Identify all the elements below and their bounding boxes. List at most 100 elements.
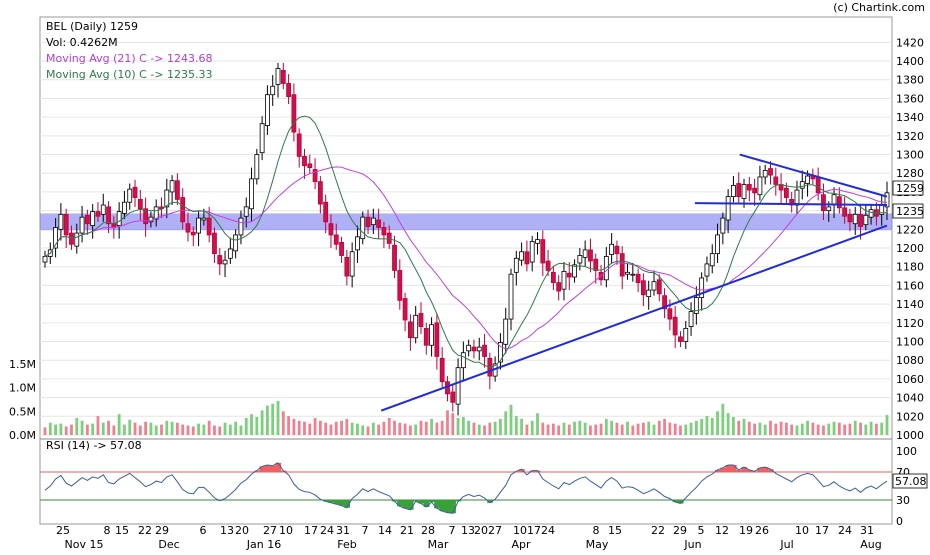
candle-body	[312, 169, 318, 183]
candle-body	[884, 192, 890, 208]
candle-body	[360, 216, 366, 240]
candle-body	[815, 176, 821, 194]
candle-body	[455, 367, 461, 405]
volume-bar	[403, 423, 407, 435]
candle-body	[180, 197, 186, 223]
rsi-oversold-fill	[323, 500, 329, 502]
x-month-label: Mar	[428, 538, 449, 551]
candle-body	[233, 234, 239, 252]
volume-bar	[594, 424, 598, 435]
volume-bar	[806, 420, 809, 435]
volume-bar	[779, 421, 783, 435]
volume-bar	[536, 413, 539, 435]
x-day-label: 21	[400, 524, 414, 537]
rsi-overbought-fill	[714, 469, 721, 472]
rsi-overbought-fill	[264, 465, 271, 472]
candle-body	[116, 211, 122, 226]
volume-bar	[800, 423, 804, 435]
candle-body	[328, 223, 334, 236]
x-day-label: 24	[541, 524, 555, 537]
rsi-overbought-fill	[720, 467, 726, 472]
candle-body	[508, 273, 514, 320]
x-day-label: 24	[838, 524, 852, 537]
volume-bar	[573, 421, 576, 435]
candle-body	[482, 344, 487, 357]
candle-body	[746, 184, 752, 191]
candle-body	[588, 249, 593, 262]
ma-price-text: 1235	[896, 205, 924, 218]
volume-bar	[117, 414, 121, 435]
volume-bar	[615, 422, 619, 435]
ma21-legend: Moving Avg (21) C -> 1243.68	[46, 52, 213, 65]
rsi-oversold-fill	[439, 500, 446, 512]
candle-body	[206, 217, 212, 236]
x-day-label: 5	[698, 524, 705, 537]
volume-bar	[742, 418, 746, 435]
volume-bar	[43, 427, 47, 435]
candle-body	[699, 277, 705, 298]
volume-bar	[59, 423, 63, 435]
volume-bar	[461, 417, 465, 435]
candle-body	[545, 260, 551, 271]
volume-bar	[80, 420, 84, 435]
price-tick-label: 1200	[896, 242, 924, 255]
rsi-tick-label: 30	[896, 494, 910, 507]
candle-body	[280, 69, 286, 84]
candle-body	[741, 184, 747, 199]
candle-body	[74, 232, 80, 247]
volume-bar	[726, 413, 730, 435]
candle-body	[137, 199, 143, 210]
ma10-line	[44, 115, 888, 368]
volume-bar	[763, 424, 767, 435]
volume-bar	[350, 422, 354, 435]
volume-bar	[578, 420, 582, 435]
x-month-label: Aug	[860, 538, 881, 551]
x-day-label: 22	[651, 524, 665, 537]
volume-bar	[859, 422, 862, 435]
volume-bar	[101, 422, 105, 435]
price-tick-label: 1320	[896, 130, 924, 143]
volume-bar	[96, 416, 100, 435]
volume-bar	[848, 423, 852, 435]
volume-bar	[525, 424, 529, 435]
candle-body	[635, 273, 641, 284]
rsi-overbought-fill	[725, 465, 732, 472]
volume-bar	[663, 418, 666, 435]
candle-body	[550, 271, 556, 284]
x-month-label: Apr	[511, 538, 531, 551]
volume-bar	[710, 417, 714, 435]
volume-bar	[620, 424, 624, 435]
rsi-overbought-fill	[741, 467, 748, 472]
x-day-label: 7	[362, 524, 369, 537]
candle-body	[53, 227, 58, 249]
volume-bar	[551, 423, 555, 435]
volume-bar	[837, 422, 841, 435]
volume-bar	[875, 423, 878, 435]
candle-body	[222, 259, 228, 265]
volume-bar	[361, 425, 365, 435]
x-day-label: 14	[378, 524, 392, 537]
volume-bar	[234, 421, 238, 435]
candle-body	[731, 184, 736, 198]
volume-bar	[679, 425, 682, 435]
volume-bar	[345, 418, 349, 435]
rsi-oversold-fill	[450, 500, 456, 514]
rsi-oversold-fill	[391, 500, 398, 502]
candle-body	[868, 209, 874, 218]
volume-bar	[207, 420, 211, 435]
rsi-oversold-fill	[418, 500, 425, 504]
volume-bar	[472, 422, 476, 435]
price-tick-label: 1360	[896, 92, 924, 105]
volume-bar	[250, 414, 253, 435]
volume-bar	[541, 422, 545, 435]
candle-body	[392, 244, 397, 271]
rsi-oversold-fill	[487, 500, 493, 503]
volume-bar	[191, 426, 195, 435]
rsi-overbought-fill	[275, 462, 282, 472]
candle-body	[344, 256, 350, 277]
candle-body	[757, 176, 763, 196]
volume-bar	[324, 422, 328, 435]
trendline-lower-ascending	[380, 224, 888, 412]
candle-body	[535, 239, 540, 244]
candle-body	[307, 163, 313, 169]
